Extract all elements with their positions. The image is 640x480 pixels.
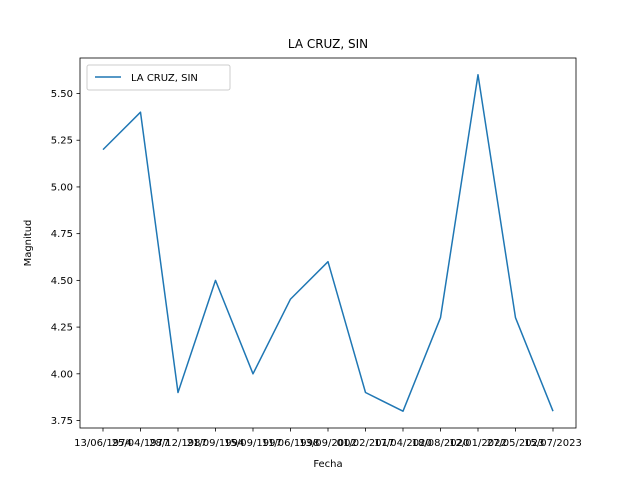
y-tick-label: 4.75: [51, 229, 73, 240]
x-tick-label: 01/02/2017: [337, 438, 395, 449]
x-tick-label: 28/12/1987: [149, 438, 207, 449]
x-tick-label: 15/09/1997: [224, 438, 282, 449]
x-tick-label: 11/06/1998: [262, 438, 320, 449]
y-tick-label: 4.00: [51, 369, 73, 380]
y-tick-label: 3.75: [51, 416, 73, 427]
y-tick-label: 5.00: [51, 182, 73, 193]
x-tick-label: 27/05/2023: [487, 438, 545, 449]
x-tick-label: 17/04/2020: [374, 438, 432, 449]
y-axis-label: Magnitud: [23, 220, 34, 267]
x-tick-label: 18/08/2020: [412, 438, 470, 449]
y-tick-label: 4.50: [51, 276, 73, 287]
x-axis-ticks: 13/06/197425/04/197728/12/198721/09/1994…: [74, 428, 582, 449]
x-tick-label: 15/07/2023: [524, 438, 582, 449]
legend: LA CRUZ, SIN: [86, 64, 231, 91]
x-tick-label: 13/06/1974: [74, 438, 132, 449]
y-tick-label: 4.25: [51, 323, 73, 334]
x-tick-label: 21/09/1994: [187, 438, 245, 449]
x-tick-label: 25/04/1977: [112, 438, 170, 449]
x-axis-label: Fecha: [313, 459, 342, 470]
y-axis-ticks: 3.75 4.00 4.25 4.50 4.75 5.00 5.25 5.50: [51, 89, 80, 427]
y-tick-label: 5.25: [51, 136, 73, 147]
series-line: [102, 74, 554, 412]
legend-box: [86, 64, 231, 91]
plot-area-frame: [79, 57, 577, 429]
y-tick-label: 5.50: [51, 89, 73, 100]
x-tick-label: 13/09/2002: [299, 438, 357, 449]
legend-label: LA CRUZ, SIN: [131, 73, 198, 84]
series-lines: [102, 74, 554, 412]
chart-title: LA CRUZ, SIN: [288, 37, 368, 51]
x-tick-label: 12/01/2022: [449, 438, 507, 449]
